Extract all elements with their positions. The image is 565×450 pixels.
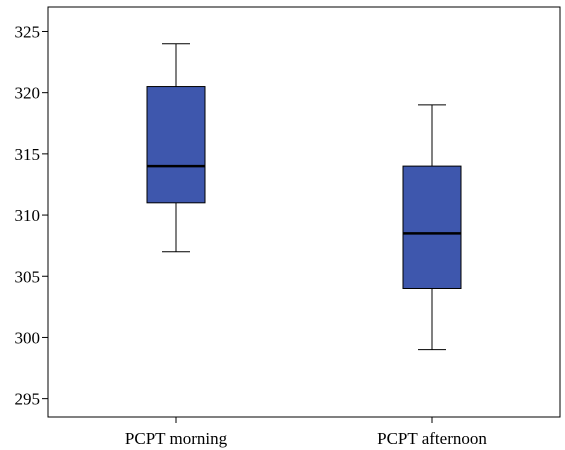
box-morning (146, 43, 206, 253)
y-tick-label: 315 (15, 145, 41, 164)
box-afternoon (402, 104, 462, 351)
iqr-box (146, 86, 206, 204)
y-tick-label: 320 (15, 84, 41, 103)
y-axis: 295 300 305 310 315 320 325 (15, 22, 48, 409)
x-axis: PCPT morning PCPT afternoon (125, 417, 487, 448)
box-series (146, 43, 462, 351)
y-tick-label: 325 (15, 22, 41, 41)
y-tick-label: 295 (15, 390, 41, 409)
y-tick-label: 305 (15, 267, 41, 286)
x-category-label: PCPT afternoon (377, 429, 487, 448)
x-category-label: PCPT morning (125, 429, 228, 448)
plot-frame (47, 6, 561, 418)
y-tick-label: 310 (15, 206, 41, 225)
y-tick-label: 300 (15, 328, 41, 347)
iqr-box (402, 165, 462, 289)
